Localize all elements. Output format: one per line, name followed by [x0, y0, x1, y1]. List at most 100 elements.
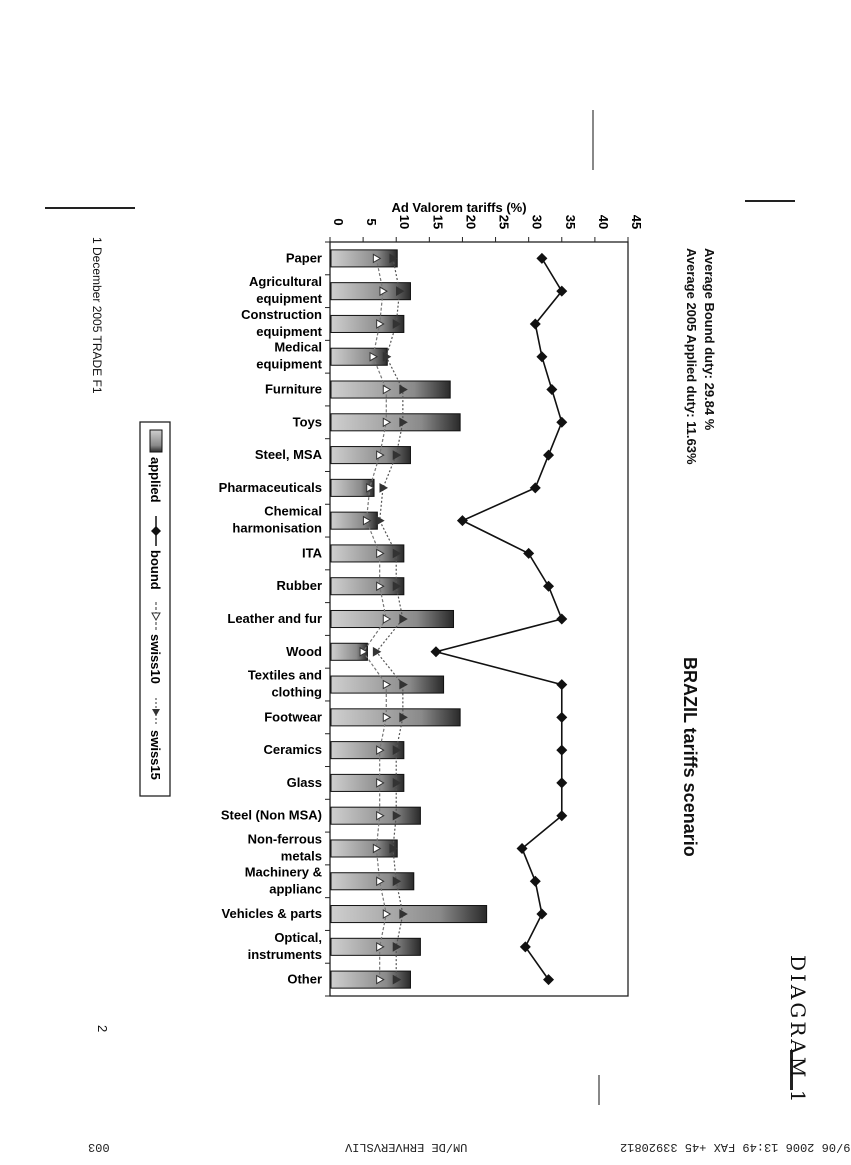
bound-marker	[536, 252, 548, 264]
swiss10-marker	[372, 253, 382, 264]
bound-marker	[543, 974, 555, 986]
margin-mark-bottom	[598, 1075, 600, 1105]
swiss15-marker	[399, 909, 408, 919]
value-tick-label: 40	[596, 215, 611, 229]
applied-bar	[330, 741, 405, 760]
swiss15-marker	[392, 450, 402, 460]
category-label: Rubber	[277, 578, 323, 593]
applied-bar	[330, 544, 405, 563]
value-tick-label: 30	[530, 215, 545, 229]
swiss10-marker	[376, 941, 385, 952]
category-label: Steel (Non MSA)	[221, 808, 322, 823]
category-label: Other	[287, 972, 322, 987]
category-label: Furniture	[265, 382, 322, 397]
legend-applied-label: applied	[148, 457, 163, 503]
swiss15-marker	[382, 351, 392, 362]
bound-marker	[556, 810, 568, 822]
category-label: Optical, instruments	[248, 930, 322, 962]
bound-marker	[556, 416, 568, 428]
applied-bar	[330, 314, 405, 333]
bound-marker	[529, 318, 541, 330]
category-label: Machinery & applianc	[245, 864, 322, 896]
bound-line	[432, 257, 563, 981]
value-tick-label: 15	[430, 215, 445, 229]
category-label: Ceramics	[263, 742, 322, 757]
swiss10-marker	[376, 319, 385, 329]
bound-marker	[556, 744, 568, 756]
applied-bar	[330, 773, 405, 792]
swiss10-marker	[376, 581, 385, 592]
legend-swiss10-marker	[151, 612, 161, 622]
bound-marker	[556, 777, 568, 789]
swiss15-marker	[396, 286, 405, 297]
bound-marker	[529, 482, 541, 494]
category-label: Steel, MSA	[255, 447, 323, 462]
swiss15-line	[375, 258, 404, 980]
applied-bar	[330, 413, 461, 432]
bottom-right-rule	[790, 1050, 793, 1090]
bound-marker	[556, 711, 568, 723]
swiss15-marker	[389, 843, 398, 854]
legend-applied-swatch	[149, 429, 163, 453]
category-label: Medical equipment	[256, 340, 322, 372]
swiss10-marker	[382, 614, 392, 624]
bound-marker	[543, 580, 555, 592]
applied-bar	[330, 905, 488, 924]
applied-bar	[330, 446, 411, 465]
category-label: Paper	[286, 250, 322, 265]
bound-marker	[556, 679, 568, 691]
swiss15-marker	[399, 679, 408, 690]
bound-marker	[536, 908, 548, 920]
swiss10-marker	[376, 974, 385, 985]
swiss10-marker	[376, 876, 385, 887]
bound-marker	[529, 875, 541, 887]
swiss15-marker	[392, 548, 402, 559]
swiss15-marker	[392, 745, 402, 755]
plot-frame	[329, 241, 629, 997]
bound-marker	[556, 285, 568, 297]
swiss10-marker	[382, 712, 392, 723]
swiss10-marker	[379, 286, 388, 297]
bound-marker	[536, 351, 548, 363]
swiss10-marker	[366, 483, 375, 493]
swiss10-marker	[376, 810, 385, 821]
applied-bar	[330, 937, 421, 956]
value-tick-label: 35	[563, 215, 578, 229]
swiss15-marker	[389, 253, 398, 264]
category-label: Chemical harmonisation	[232, 504, 322, 536]
category-label: Agricultural equipment	[249, 274, 323, 306]
bound-marker	[516, 842, 528, 854]
swiss10-marker	[382, 679, 392, 690]
swiss10-marker	[369, 351, 379, 362]
category-label: Glass	[287, 775, 322, 790]
swiss10-marker	[359, 646, 369, 657]
bound-marker	[456, 515, 468, 527]
category-label: Vehicles & parts	[222, 906, 322, 921]
applied-bar	[330, 282, 411, 301]
applied-bar	[330, 806, 421, 825]
legend: applied bound swiss10 swiss15	[148, 429, 163, 780]
swiss10-marker	[376, 778, 385, 788]
legend-bound-marker	[151, 526, 161, 536]
swiss15-marker	[392, 941, 402, 952]
bound-marker	[543, 449, 555, 461]
swiss15-marker	[392, 974, 402, 985]
swiss15-marker	[392, 876, 402, 887]
value-tick-label: 25	[497, 215, 512, 229]
swiss15-marker	[399, 417, 408, 428]
applied-bar	[330, 609, 455, 629]
legend-swiss15-marker	[152, 709, 160, 716]
swiss10-marker	[376, 450, 385, 460]
swiss15-marker	[392, 810, 402, 821]
swiss15-marker	[376, 515, 385, 526]
swiss10-marker	[376, 548, 385, 559]
bound-marker	[556, 613, 568, 625]
bound-marker	[546, 384, 558, 396]
applied-bar	[330, 970, 411, 989]
swiss10-marker	[382, 384, 392, 395]
bound-marker	[430, 646, 442, 658]
top-left-rule	[45, 207, 135, 209]
value-tick-label: 0	[331, 218, 346, 225]
category-label: Footwear	[264, 709, 322, 724]
